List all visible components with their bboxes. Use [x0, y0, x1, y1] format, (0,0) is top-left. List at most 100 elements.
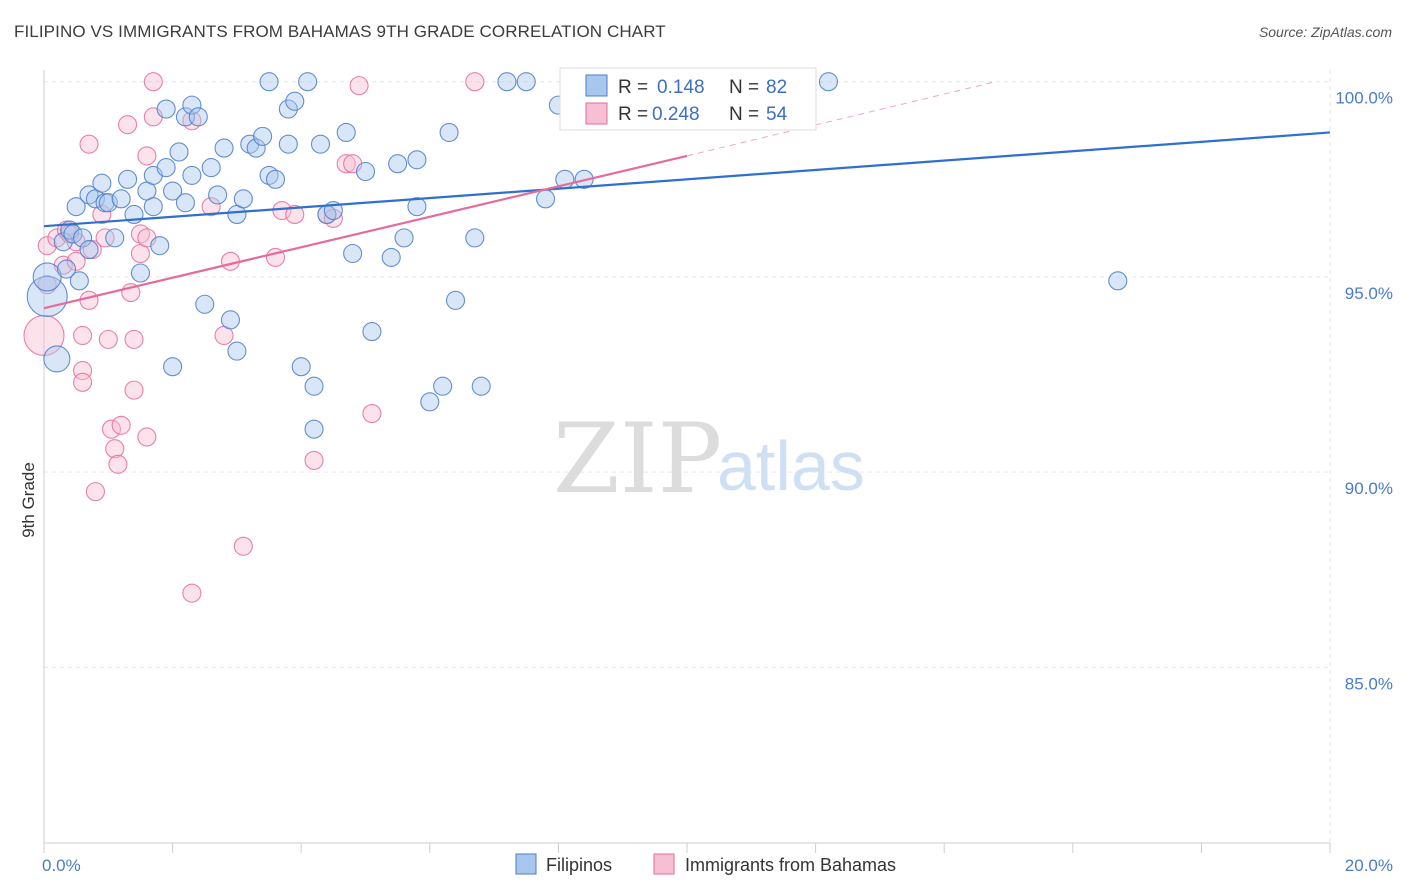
- legend-n-value-bahamas: 54: [766, 104, 788, 125]
- filipino-point: [497, 72, 517, 92]
- legend-swatch-bahamas: [585, 102, 608, 125]
- bahamas-point: [137, 146, 157, 166]
- source-credit: Source: ZipAtlas.com: [1258, 24, 1392, 40]
- stats-legend: R = 0.148 N = 82 R = 0.248 N = 54: [559, 67, 817, 131]
- y-tick-label-1: 95.0%: [1345, 284, 1393, 303]
- bahamas-point: [37, 236, 57, 256]
- bahamas-point: [73, 325, 93, 346]
- filipino-point: [259, 72, 279, 92]
- y-tick-labels: 100.0% 95.0% 90.0% 85.0%: [1335, 89, 1393, 694]
- series-legend: Filipinos Immigrants from Bahamas: [515, 853, 896, 875]
- filipino-point: [516, 72, 536, 92]
- filipino-point: [445, 290, 466, 310]
- filipino-point: [310, 134, 331, 154]
- bottom-legend-swatch-filipinos: [515, 853, 537, 875]
- legend-r-label-filipinos: R =: [618, 77, 648, 98]
- filipino-point: [143, 197, 163, 217]
- filipino-point: [394, 228, 414, 248]
- trend-line-bahamas-extension: [686, 81, 996, 157]
- filipino-point: [118, 169, 138, 189]
- filipino-point: [182, 165, 202, 185]
- x-tick-label-1: 20.0%: [1345, 856, 1393, 875]
- bahamas-point: [465, 72, 485, 92]
- filipino-point: [227, 341, 247, 361]
- bahamas-point: [85, 482, 105, 502]
- filipino-point: [265, 169, 286, 189]
- filipino-point: [465, 228, 485, 248]
- filipino-point: [150, 236, 170, 256]
- legend-n-value-filipinos: 82: [766, 77, 787, 98]
- bahamas-point: [362, 404, 382, 424]
- legend-r-value-bahamas: 0.248: [652, 104, 700, 125]
- filipino-point: [304, 419, 324, 439]
- filipino-point: [388, 154, 408, 174]
- y-tick-label-2: 90.0%: [1345, 479, 1393, 498]
- filipino-point: [79, 240, 99, 260]
- bahamas-point: [137, 427, 157, 447]
- legend-n-label-filipinos: N =: [729, 77, 759, 98]
- filipino-point: [182, 95, 202, 115]
- filipino-point: [105, 228, 125, 248]
- filipino-point: [156, 99, 176, 119]
- bahamas-point: [304, 450, 324, 470]
- legend-swatch-filipinos: [585, 74, 608, 97]
- bahamas-point: [118, 115, 138, 135]
- legend-r-label-bahamas: R =: [618, 104, 648, 125]
- y-tick-label-3: 85.0%: [1345, 674, 1393, 693]
- filipino-point: [246, 138, 266, 158]
- filipino-point: [175, 193, 196, 213]
- filipino-point: [355, 161, 376, 182]
- filipino-point: [188, 107, 208, 127]
- bottom-legend-label-bahamas: Immigrants from Bahamas: [685, 855, 896, 875]
- filipino-point: [471, 376, 491, 396]
- bottom-legend-label-filipinos: Filipinos: [546, 855, 612, 875]
- filipino-point: [298, 72, 318, 92]
- filipino-point: [220, 310, 241, 330]
- filipino-point: [343, 243, 363, 264]
- x-tick-labels: 0.0% 20.0%: [42, 856, 1393, 875]
- bahamas-point: [105, 439, 125, 459]
- filipino-point: [56, 259, 77, 279]
- trend-lines: [43, 81, 1331, 310]
- filipino-point: [73, 228, 93, 248]
- watermark-zip: ZIP: [553, 403, 722, 515]
- filipino-point: [291, 357, 311, 377]
- filipino-point: [278, 99, 298, 119]
- bahamas-point: [98, 329, 118, 349]
- filipino-point: [407, 150, 427, 170]
- filipino-point: [32, 262, 62, 292]
- legend-r-value-filipinos: 0.148: [657, 77, 705, 98]
- filipino-point: [66, 197, 86, 217]
- filipino-point: [233, 189, 253, 209]
- filipino-point: [201, 158, 221, 178]
- filipino-point: [381, 247, 401, 267]
- watermark-atlas: atlas: [717, 427, 865, 505]
- x-tick-label-0: 0.0%: [42, 856, 81, 875]
- filipino-point: [420, 392, 440, 412]
- filipino-point: [53, 232, 73, 252]
- filipino-point: [535, 189, 556, 209]
- filipino-point: [285, 91, 305, 111]
- y-axis-label: 9th Grade: [19, 462, 38, 538]
- filipino-point: [163, 357, 183, 377]
- bahamas-point: [101, 419, 122, 439]
- bahamas-point: [111, 415, 131, 435]
- filipino-point: [214, 138, 234, 158]
- y-tick-label-0: 100.0%: [1335, 89, 1393, 108]
- bahamas-point: [108, 454, 128, 474]
- filipino-point: [336, 122, 356, 143]
- bahamas-point: [220, 251, 241, 271]
- bahamas-point: [79, 290, 99, 310]
- bahamas-point: [79, 134, 99, 154]
- bahamas-point: [73, 372, 93, 392]
- bahamas-point: [95, 228, 115, 248]
- trend-line-filipinos: [43, 131, 1331, 228]
- filipino-point: [43, 345, 71, 373]
- bahamas-point: [285, 204, 305, 224]
- filipino-point: [92, 173, 112, 193]
- bahamas-point: [182, 583, 202, 603]
- bahamas-point: [233, 536, 253, 556]
- watermark: ZIP atlas: [553, 403, 865, 515]
- filipino-point: [433, 376, 453, 396]
- filipino-point: [1108, 271, 1128, 291]
